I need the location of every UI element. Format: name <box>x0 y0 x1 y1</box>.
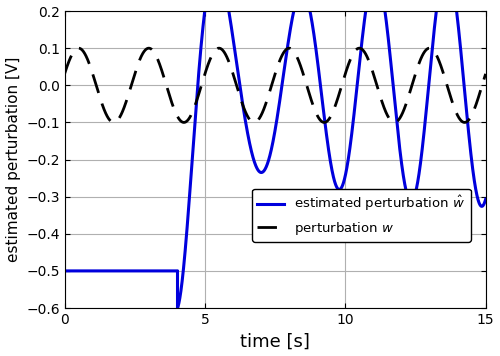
perturbation $w$ <box>146 46 152 50</box>
estimated perturbation $\hat{w}$ <box>174 308 180 312</box>
perturbation $w$ <box>87 63 93 67</box>
Line: estimated perturbation $\hat{w}$: estimated perturbation $\hat{w}$ <box>177 0 486 310</box>
Legend: estimated perturbation $\hat{w}$, perturbation $w$: estimated perturbation $\hat{w}$, pertur… <box>252 189 470 242</box>
Y-axis label: estimated perturbation [V]: estimated perturbation [V] <box>6 57 20 262</box>
estimated perturbation $\hat{w}$ <box>332 178 338 182</box>
Line: perturbation $w$: perturbation $w$ <box>64 48 486 122</box>
perturbation $w$ <box>62 72 68 76</box>
estimated perturbation $\hat{w}$ <box>284 52 290 56</box>
estimated perturbation $\hat{w}$ <box>482 197 488 201</box>
perturbation $w$ <box>79 48 85 52</box>
perturbation $w$ <box>268 87 274 91</box>
perturbation $w$ <box>460 120 466 124</box>
perturbation $w$ <box>144 47 150 51</box>
perturbation $w$ <box>181 120 187 125</box>
perturbation $w$ <box>64 66 70 70</box>
perturbation $w$ <box>482 72 488 76</box>
X-axis label: time [s]: time [s] <box>240 333 310 350</box>
estimated perturbation $\hat{w}$ <box>382 7 388 11</box>
estimated perturbation $\hat{w}$ <box>384 24 390 28</box>
